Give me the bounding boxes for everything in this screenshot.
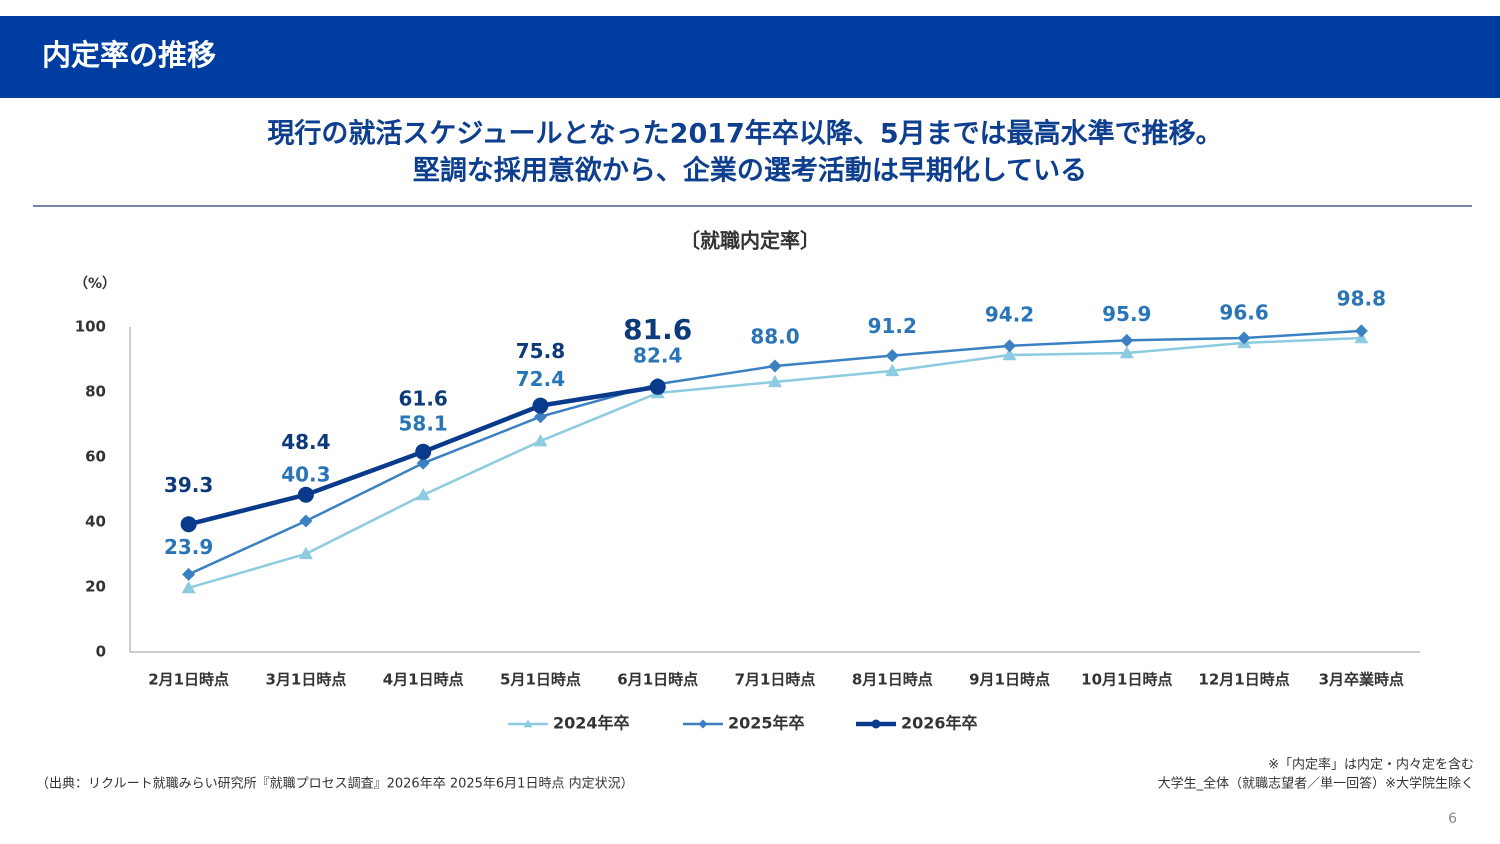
x-tick-label: 9月1日時点	[969, 671, 1050, 689]
legend-label: 2024年卒	[553, 714, 630, 733]
data-label: 88.0	[750, 325, 799, 349]
note: ※「内定率」は内定・内々定を含む	[1268, 757, 1474, 773]
marker	[1119, 346, 1134, 359]
data-label: 95.9	[1102, 302, 1151, 326]
data-label: 61.6	[399, 386, 448, 410]
chart-title: 〔就職内定率〕	[680, 229, 820, 253]
y-tick-label: 100	[75, 318, 106, 336]
y-tick-label: 0	[96, 643, 106, 661]
marker	[1237, 331, 1251, 345]
legend-label: 2026年卒	[901, 714, 978, 733]
data-label: 94.2	[985, 302, 1034, 326]
marker	[523, 719, 533, 728]
marker	[885, 349, 899, 363]
page-number: 6	[1448, 811, 1457, 827]
marker	[533, 434, 548, 447]
x-tick-label: 6月1日時点	[617, 671, 698, 689]
y-tick-label: 80	[85, 383, 106, 401]
data-label: 81.6	[623, 313, 692, 346]
marker	[1354, 324, 1368, 338]
data-label: 91.2	[868, 314, 917, 338]
marker	[1002, 347, 1017, 361]
data-label: 98.8	[1337, 286, 1386, 310]
marker	[649, 378, 666, 395]
data-label: 40.3	[281, 463, 330, 487]
data-label: 72.4	[516, 367, 565, 391]
marker	[768, 374, 782, 388]
y-tick-label: 40	[85, 513, 106, 531]
header-bar	[0, 16, 1500, 98]
headline: 現行の就活スケジュールとなった2017年卒以降、5月までは最高水準で推移。	[267, 118, 1222, 150]
marker	[533, 410, 547, 424]
note: 大学生_全体（就職志望者／単一回答）※大学院生除く	[1158, 776, 1474, 792]
x-tick-label: 3月卒業時点	[1319, 671, 1404, 689]
marker	[298, 546, 313, 560]
x-tick-label: 8月1日時点	[852, 671, 933, 689]
marker	[415, 443, 432, 460]
data-label: 48.4	[281, 430, 330, 454]
x-tick-label: 10月1日時点	[1081, 671, 1172, 689]
x-tick-label: 12月1日時点	[1198, 671, 1289, 689]
marker	[182, 567, 196, 581]
data-label: 75.8	[516, 339, 565, 363]
marker	[1120, 333, 1134, 347]
marker	[299, 514, 313, 528]
marker	[416, 488, 431, 501]
data-label: 82.4	[633, 344, 682, 368]
x-tick-label: 2月1日時点	[148, 671, 229, 689]
header-title: 内定率の推移	[42, 38, 216, 72]
data-label: 23.9	[164, 535, 213, 559]
y-tick-label: 20	[85, 578, 106, 596]
marker	[871, 719, 881, 729]
marker	[698, 719, 708, 729]
x-tick-label: 7月1日時点	[735, 671, 816, 689]
marker	[1003, 339, 1017, 353]
x-tick-label: 4月1日時点	[383, 671, 464, 689]
marker	[885, 363, 900, 377]
data-label: 96.6	[1219, 301, 1268, 325]
marker	[768, 359, 782, 373]
y-axis-label: （%）	[74, 276, 116, 292]
marker	[416, 456, 430, 470]
source: （出典：リクルート就職みらい研究所『就職プロセス調査』2026年卒 2025年6…	[36, 776, 634, 792]
x-tick-label: 5月1日時点	[500, 671, 581, 689]
marker	[180, 516, 197, 533]
marker	[532, 397, 549, 414]
legend-label: 2025年卒	[728, 714, 805, 733]
headline: 堅調な採用意欲から、企業の選考活動は早期化している	[413, 155, 1087, 187]
y-tick-label: 60	[85, 448, 106, 466]
marker	[297, 486, 314, 503]
data-label: 39.3	[164, 473, 213, 497]
data-label: 58.1	[399, 412, 448, 436]
marker	[181, 580, 196, 594]
x-tick-label: 3月1日時点	[265, 671, 346, 689]
